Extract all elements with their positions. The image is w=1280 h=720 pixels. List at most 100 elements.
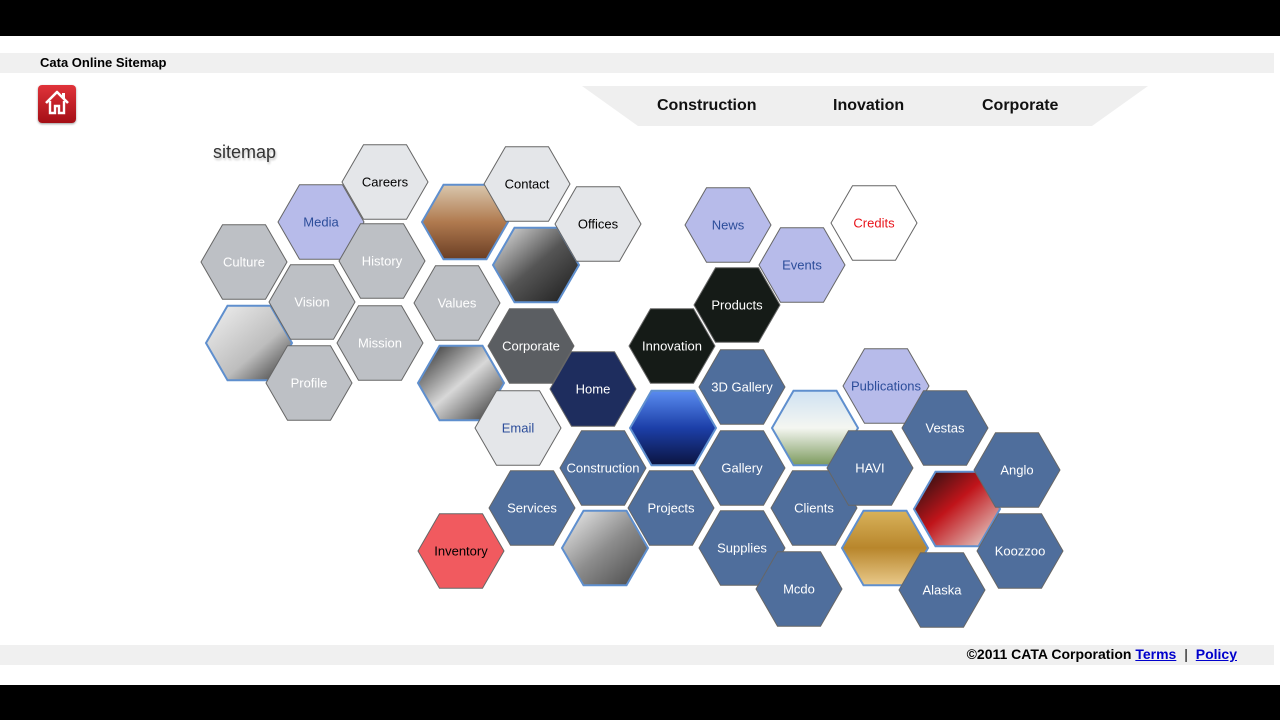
sitemap-tile-mission[interactable]: Mission [336,305,424,381]
tile-shape [826,430,914,506]
tile-shape [341,144,429,220]
sitemap-tile-alaska[interactable]: Alaska [898,552,986,628]
tile-label: Clients [794,501,834,516]
sitemap-tile-mcdo[interactable]: Mcdo [755,551,843,627]
tile-label: Email [502,421,535,436]
tile-label: Values [438,296,477,311]
sitemap-tile-home[interactable]: Home [549,351,637,427]
home-button[interactable] [38,85,76,123]
tile-label: Koozzoo [995,544,1046,559]
sitemap-tile-events[interactable]: Events [758,227,846,303]
sitemap-tile-koozzoo[interactable]: Koozzoo [976,513,1064,589]
tile-label: Alaska [922,583,962,598]
tile-label: News [712,218,745,233]
sitemap-tile-gallery[interactable]: Gallery [698,430,786,506]
page: Cata Online Sitemap Construction Inovati… [0,36,1280,685]
tile-label: Publications [851,379,922,394]
sitemap-tile-careers[interactable]: Careers [341,144,429,220]
tile-label: Services [507,501,557,516]
nav-inovation[interactable]: Inovation [833,97,905,114]
sitemap-tile-contact[interactable]: Contact [483,146,571,222]
home-icon [45,90,69,115]
sitemap-tile-projects[interactable]: Projects [627,470,715,546]
header-bar [0,53,1274,73]
tile-shape [559,430,647,506]
sitemap-tile-vestas[interactable]: Vestas [901,390,989,466]
tile-shape [417,513,505,589]
copyright-text: ©2011 CATA Corporation [966,646,1132,662]
photo-steel-pipes [560,509,650,587]
sitemap-tile-supplies[interactable]: Supplies [698,510,786,586]
tile-shape [413,265,501,341]
tile-shape [898,552,986,628]
tile-label: Mcdo [783,582,815,597]
tile-shape [338,223,426,299]
sitemap-tile-products[interactable]: Products [693,267,781,343]
sitemap-tile-havi[interactable]: HAVI [826,430,914,506]
sitemap-tile-construction[interactable]: Construction [559,430,647,506]
tile-shape [336,305,424,381]
tile-label: HAVI [855,461,884,476]
sitemap-tile-news[interactable]: News [684,187,772,263]
sitemap-tile-credits[interactable]: Credits [830,185,918,261]
tile-label: Inventory [434,544,488,559]
tile-shape [265,345,353,421]
tile-label: 3D Gallery [711,380,773,395]
tile-label: Contact [505,177,550,192]
top-navigation: Construction Inovation Corporate [582,86,1148,126]
tile-label: Media [303,215,339,230]
tile-label: Anglo [1000,463,1033,478]
tile-label: History [362,254,403,269]
sitemap-heading: sitemap [213,142,277,162]
sitemap-tile-values[interactable]: Values [413,265,501,341]
sitemap-honeycomb: Careers Contact Offices Media Culture History… [200,144,1064,628]
tile-shape [268,264,356,340]
tile-label: Innovation [642,339,702,354]
photo-exhibit-booth [628,389,718,467]
tile-shape [901,390,989,466]
sitemap-tile-3d-gallery[interactable]: 3D Gallery [698,349,786,425]
nav-construction[interactable]: Construction [657,97,757,114]
sitemap-tile-offices[interactable]: Offices [554,186,642,262]
tile-label: Mission [358,336,402,351]
tile-label: Supplies [717,541,767,556]
tile-shape [487,308,575,384]
sitemap-tile-corporate[interactable]: Corporate [487,308,575,384]
tile-shape [628,308,716,384]
tile-shape [693,267,781,343]
tile-label: Profile [291,376,328,391]
sitemap-tile-publications[interactable]: Publications [842,348,930,424]
tile-label: Careers [362,175,409,190]
sitemap-tile-email[interactable]: Email [474,390,562,466]
sitemap-tile-anglo[interactable]: Anglo [973,432,1061,508]
tile-shape [973,432,1061,508]
tile-label: Vision [294,295,329,310]
sitemap-tile-culture[interactable]: Culture [200,224,288,300]
sitemap-tile-clients[interactable]: Clients [770,470,858,546]
tile-shape [554,186,642,262]
sitemap-tile-vision[interactable]: Vision [268,264,356,340]
sitemap-tile-history[interactable]: History [338,223,426,299]
tile-shape [684,187,772,263]
tile-shape [976,513,1064,589]
tile-label: Corporate [502,339,560,354]
tile-shape [549,351,637,427]
tile-label: Construction [567,461,640,476]
tile-label: Culture [223,255,265,270]
sitemap-tile-inventory[interactable]: Inventory [417,513,505,589]
tile-label: Projects [648,501,695,516]
tile-label: Credits [853,216,895,231]
tile-shape [488,470,576,546]
sitemap-tile-innovation[interactable]: Innovation [628,308,716,384]
nav-corporate[interactable]: Corporate [982,97,1059,114]
site-title: Cata Online Sitemap [40,55,167,70]
tile-shape [698,349,786,425]
tile-shape [758,227,846,303]
terms-link[interactable]: Terms [1135,646,1177,662]
sitemap-tile-services[interactable]: Services [488,470,576,546]
tile-shape [698,430,786,506]
sitemap-tile-profile[interactable]: Profile [265,345,353,421]
tile-shape [474,390,562,466]
footer-copyright: ©2011 CATA Corporation Terms | Policy [967,646,1237,662]
policy-link[interactable]: Policy [1195,646,1237,662]
